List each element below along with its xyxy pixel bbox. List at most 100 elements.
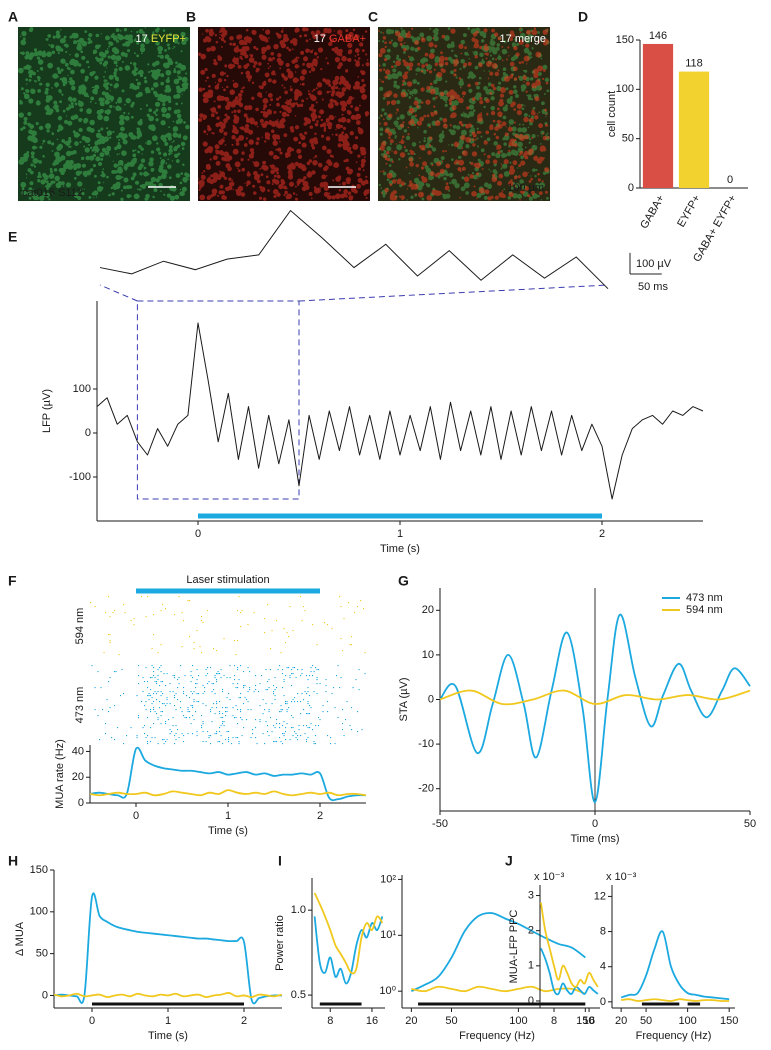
- y-tick-label: 12: [594, 890, 606, 902]
- panel-label: B: [186, 9, 196, 25]
- y-axis-label: MUA rate (Hz): [54, 739, 66, 809]
- data-line: [439, 613, 751, 803]
- y-tick-label: 0: [600, 996, 606, 1008]
- data-line: [439, 689, 751, 706]
- y-axis-label: LFP (µV): [41, 389, 53, 433]
- x-axis-label: Time (s): [208, 825, 248, 837]
- y-tick-label: 1: [528, 960, 534, 972]
- x-tick-label: 2: [317, 810, 323, 822]
- x-tick-label: 1: [165, 1015, 171, 1027]
- x-tick-label: GABA+: [638, 193, 667, 231]
- y-tick-label: 20: [422, 604, 434, 616]
- data-line: [313, 916, 384, 985]
- image-stain: EYFP+: [151, 33, 186, 45]
- x-tick-label: 100: [678, 1015, 696, 1027]
- x-tick-label: 20: [615, 1015, 627, 1027]
- x-tick-label: 20: [405, 1015, 417, 1027]
- y-tick-label: 0: [528, 995, 534, 1007]
- y-tick-label: 100: [30, 906, 48, 918]
- data-line: [620, 930, 730, 1001]
- x-tick-label: 16: [366, 1015, 378, 1027]
- x-tick-label: 1: [225, 810, 231, 822]
- x-axis-label: Time (ms): [570, 833, 619, 845]
- data-line: [89, 789, 367, 797]
- panel-label: C: [368, 9, 378, 25]
- y-tick-label: 2: [528, 925, 534, 937]
- x-tick-label: 0: [195, 528, 201, 540]
- data-line: [410, 912, 586, 992]
- y-tick-label: 0: [628, 182, 634, 194]
- panel-label: I: [278, 853, 282, 869]
- x-tick-label: 150: [720, 1015, 738, 1027]
- y-axis-label: Power ratio: [274, 915, 286, 971]
- y-tick-label: 10¹: [380, 929, 396, 941]
- zoom-connector: [99, 284, 138, 302]
- panel-label: G: [398, 573, 409, 589]
- y-axis-label: STA (µV): [398, 677, 410, 721]
- data-line: [96, 322, 704, 500]
- y-tick-label: 10⁰: [379, 985, 396, 997]
- image-number: 17: [136, 33, 148, 45]
- x-tick-label: 8: [551, 1015, 557, 1027]
- bar-value-label: 0: [727, 174, 733, 186]
- raster-label: 473 nm: [74, 687, 86, 724]
- x-tick-label: EYFP+: [675, 193, 703, 229]
- y-tick-label: 3: [528, 889, 534, 901]
- x-axis-label: Frequency (Hz): [636, 1030, 712, 1042]
- scale-bar-label: 100 µV: [636, 258, 672, 270]
- x-tick-label: 2: [599, 528, 605, 540]
- image-caption: cat016 S112: [22, 187, 83, 199]
- axis-exponent: x 10⁻³: [534, 871, 565, 883]
- image-label: 17 merge: [500, 33, 547, 45]
- scale-bar-label: 50 ms: [638, 281, 668, 293]
- x-tick-label: 0: [89, 1015, 95, 1027]
- bar: [678, 71, 710, 188]
- y-tick-label: 20: [72, 771, 84, 783]
- x-tick-label: 16: [583, 1015, 595, 1027]
- bar: [642, 43, 674, 188]
- x-tick-label: 100: [509, 1015, 527, 1027]
- data-line: [621, 998, 730, 1002]
- data-line: [53, 892, 283, 1005]
- legend-label: 594 nm: [686, 604, 723, 616]
- y-tick-label: 4: [600, 961, 606, 973]
- y-tick-label: 0.5: [291, 989, 306, 1001]
- zoom-trace: [99, 209, 609, 290]
- cell-texture: [378, 27, 550, 201]
- image-stain: merge: [515, 33, 546, 45]
- panel-label: D: [578, 9, 588, 25]
- y-tick-label: -100: [69, 471, 91, 483]
- panel-label: E: [8, 229, 17, 245]
- y-tick-label: 100: [616, 83, 634, 95]
- y-tick-label: 0: [42, 989, 48, 1001]
- y-tick-label: 0: [85, 427, 91, 439]
- y-tick-label: 8: [600, 925, 606, 937]
- y-axis-label: cell count: [606, 91, 618, 137]
- image-number: 17: [314, 33, 326, 45]
- x-tick-label: 150: [576, 1015, 594, 1027]
- data-line: [540, 947, 599, 996]
- y-axis-label: Δ MUA: [14, 921, 26, 956]
- y-tick-label: 40: [72, 745, 84, 757]
- data-line: [313, 892, 384, 975]
- panel-label: F: [8, 573, 17, 589]
- y-tick-label: 150: [616, 34, 634, 46]
- bar-value-label: 118: [685, 57, 703, 69]
- legend-label: 473 nm: [686, 592, 723, 604]
- axis-exponent: x 10⁻³: [606, 871, 637, 883]
- x-tick-label: 8: [327, 1015, 333, 1027]
- image-number: 17: [500, 33, 512, 45]
- image-label: 17 EYFP+: [136, 33, 186, 45]
- y-tick-label: 10: [422, 649, 434, 661]
- x-axis-label: Frequency (Hz): [459, 1030, 535, 1042]
- y-axis-label: MUA-LFP PPC: [508, 910, 520, 984]
- raster: [91, 665, 366, 745]
- y-tick-label: -20: [418, 783, 434, 795]
- scale-label: 100 µm: [507, 182, 544, 194]
- y-tick-label: 150: [30, 864, 48, 876]
- y-tick-label: 0: [428, 693, 434, 705]
- y-tick-label: 1.0: [291, 904, 306, 916]
